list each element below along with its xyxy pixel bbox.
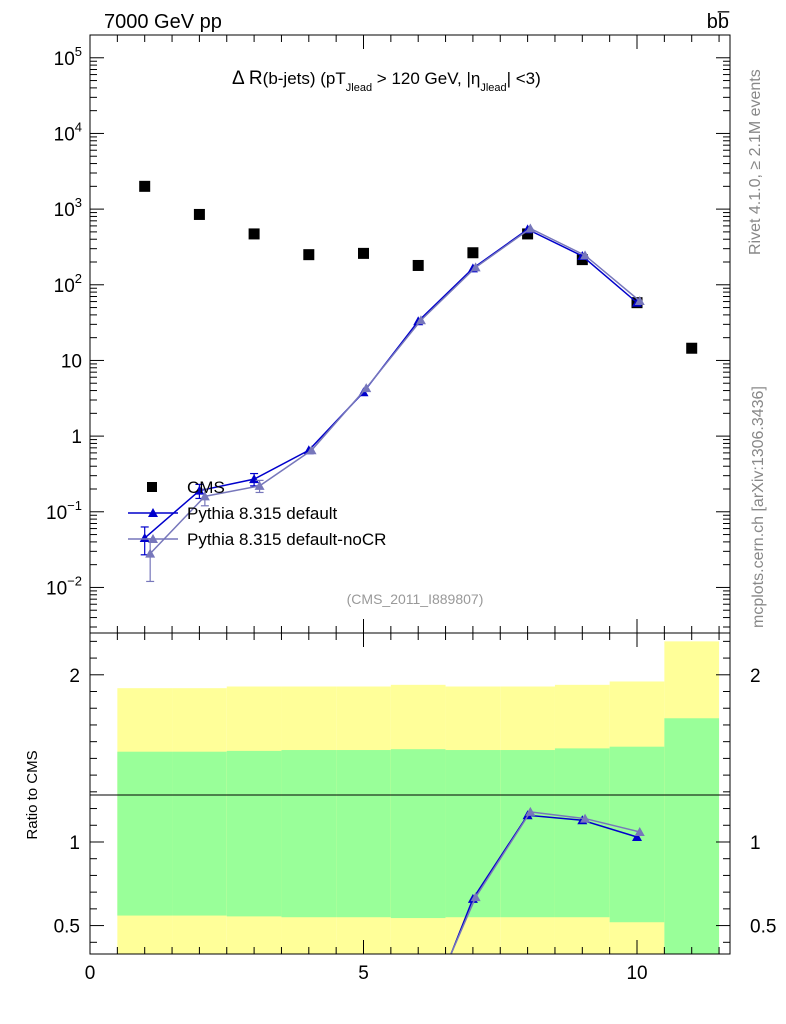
ratio-y-tick-label-left: 1 [69, 833, 80, 854]
ratio-y-tick-label-right: 0.5 [750, 917, 776, 938]
pythia-default-point [139, 533, 150, 543]
ratio-y-tick-label-right: 2 [750, 666, 761, 687]
cms-point [193, 208, 205, 220]
legend-label-pythia-nocr: Pythia 8.315 default-noCR [187, 530, 386, 549]
ratio-y-tick-label-left: 0.5 [54, 917, 80, 938]
legend-marker-pythia-nocr [148, 534, 158, 543]
ratio-y-axis-label: Ratio to CMS [24, 750, 41, 839]
pythia-nocr-point [580, 250, 591, 260]
main-y-tick-label: 103 [54, 195, 82, 221]
main-axis-ticks [89, 34, 730, 633]
ratio-band-inner [281, 750, 337, 918]
ratio-band-inner [554, 748, 610, 918]
ratio-band-inner [117, 751, 173, 916]
legend-label-cms: CMS [187, 478, 225, 497]
x-tick-label: 0 [85, 963, 96, 984]
ratio-pythia-default-point [632, 831, 643, 841]
main-y-tick-label: 1 [71, 427, 82, 448]
title-sub-jlead-1: Jlead [346, 82, 372, 94]
title-main: Δ R [232, 68, 263, 89]
ratio-tick-labels: 0.5 0.5 1 1 2 2 0 5 10 [54, 666, 777, 984]
ratio-uncertainty-bands [117, 641, 720, 954]
process-label: bb̅ [707, 10, 730, 33]
ratio-plot: 0.5 0.5 1 1 2 2 0 5 10 Ratio to CMS [24, 632, 777, 984]
ratio-band-inner [172, 751, 227, 916]
title-end: | <3) [507, 69, 541, 88]
rivet-version-label: Rivet 4.1.0, ≥ 2.1M events [747, 69, 764, 255]
cms-point [412, 259, 424, 271]
main-y-tick-label: 102 [54, 271, 82, 297]
pythia-nocr-point [361, 383, 372, 393]
main-y-tick-label: 10 [61, 351, 82, 372]
ratio-pythia-nocr-point [525, 806, 536, 816]
pythia-default-point [194, 485, 205, 495]
ratio-plot-frame [89, 632, 731, 955]
cms-point [248, 228, 260, 240]
pythia-nocr-point [525, 223, 536, 233]
energy-label: 7000 GeV pp [104, 11, 222, 33]
ratio-axis-ticks [89, 633, 730, 954]
ratio-band-inner [336, 750, 391, 918]
main-y-tick-label: 105 [54, 44, 82, 70]
pythia-nocr-point [306, 445, 317, 455]
ratio-band-inner [664, 718, 720, 954]
ratio-band-inner [390, 749, 446, 919]
main-series [139, 180, 698, 583]
ratio-pythia-nocr-point [470, 892, 481, 902]
pythia-nocr-point [634, 296, 645, 306]
x-tick-label: 10 [626, 963, 647, 984]
plot-title: Δ R(b-jets) (pTJlead > 120 GeV, |ηJlead|… [232, 68, 541, 94]
ratio-band-inner [226, 750, 282, 917]
title-sub: (b-jets) (pT [263, 69, 346, 88]
analysis-label: (CMS_2011_I889807) [347, 591, 484, 607]
pythia-nocr-point [145, 548, 156, 558]
cms-point [139, 180, 151, 192]
title-mid: > 120 GeV, |η [372, 69, 480, 88]
pythia-nocr-point [415, 315, 426, 325]
pythia-nocr-point [470, 262, 481, 272]
main-y-tick-label: 10−1 [46, 498, 82, 524]
legend-marker-pythia-default [148, 508, 158, 517]
cms-point [686, 342, 698, 354]
legend-label-pythia-default: Pythia 8.315 default [187, 504, 338, 523]
legend: CMS Pythia 8.315 default Pythia 8.315 de… [128, 478, 386, 549]
cms-point [522, 228, 534, 240]
title-sub-jlead-2: Jlead [480, 82, 506, 94]
main-y-tick-label: 10−2 [46, 573, 82, 599]
legend-marker-cms [147, 482, 157, 492]
ratio-pythia-nocr-point [580, 813, 591, 823]
source-label: mcplots.cern.ch [arXiv:1306.3436] [750, 386, 767, 628]
pythia-nocr-line [149, 227, 641, 555]
cms-point [467, 247, 479, 259]
pythia-nocr-point [199, 491, 210, 501]
ratio-y-tick-label-left: 2 [69, 666, 80, 687]
main-y-tick-label: 104 [54, 119, 82, 145]
ratio-band-inner [500, 750, 555, 918]
ratio-pythia-nocr-point [634, 826, 645, 836]
pythia-default-point [249, 474, 260, 484]
ratio-series [450, 806, 645, 955]
ratio-y-tick-label-right: 1 [750, 833, 761, 854]
cms-point [303, 249, 315, 261]
x-tick-label: 5 [358, 963, 369, 984]
pythia-nocr-point [254, 480, 265, 490]
cms-point [358, 247, 370, 259]
ratio-band-inner [445, 750, 501, 918]
